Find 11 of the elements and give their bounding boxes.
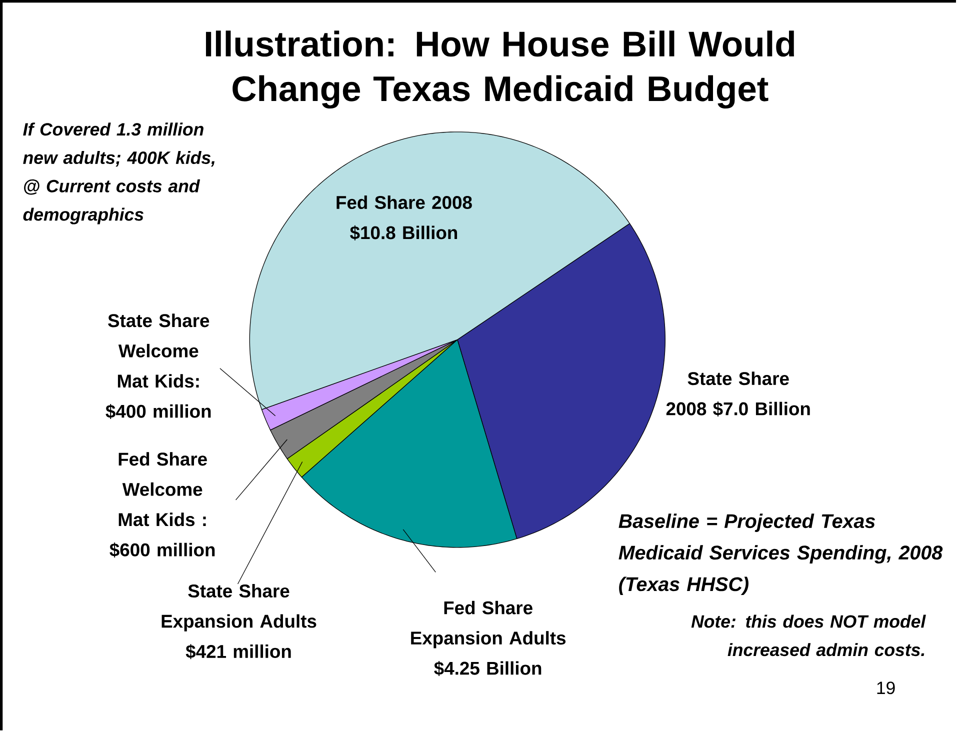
slice-label: Fed Share Welcome Mat Kids : $600 million	[110, 452, 215, 558]
text: Baseline = Projected Texas Medicaid Services Spending, 2008 (Texas HHSC)	[618, 514, 943, 596]
slice-label: Fed Share 2008 $10.8 Billion	[336, 196, 472, 241]
slice-label: State Share Welcome Mat Kids: $400 million	[106, 314, 211, 420]
slice-label: State Share 2008 $7.0 Billion	[666, 372, 810, 417]
slice-label: Fed Share Expansion Adults $4.25 Billion	[411, 600, 566, 676]
text: Note: this does NOT model increased admin costs.	[691, 614, 926, 656]
chart-title: Illustration: How House Bill Would Change Texas Medicaid Budget	[206, 30, 794, 109]
text: 19	[877, 682, 895, 694]
slice-label: State Share Expansion Adults $421 million	[162, 584, 316, 660]
text: If Covered 1.3 million new adults; 400K kids, @ Current costs and demographics	[23, 122, 214, 224]
